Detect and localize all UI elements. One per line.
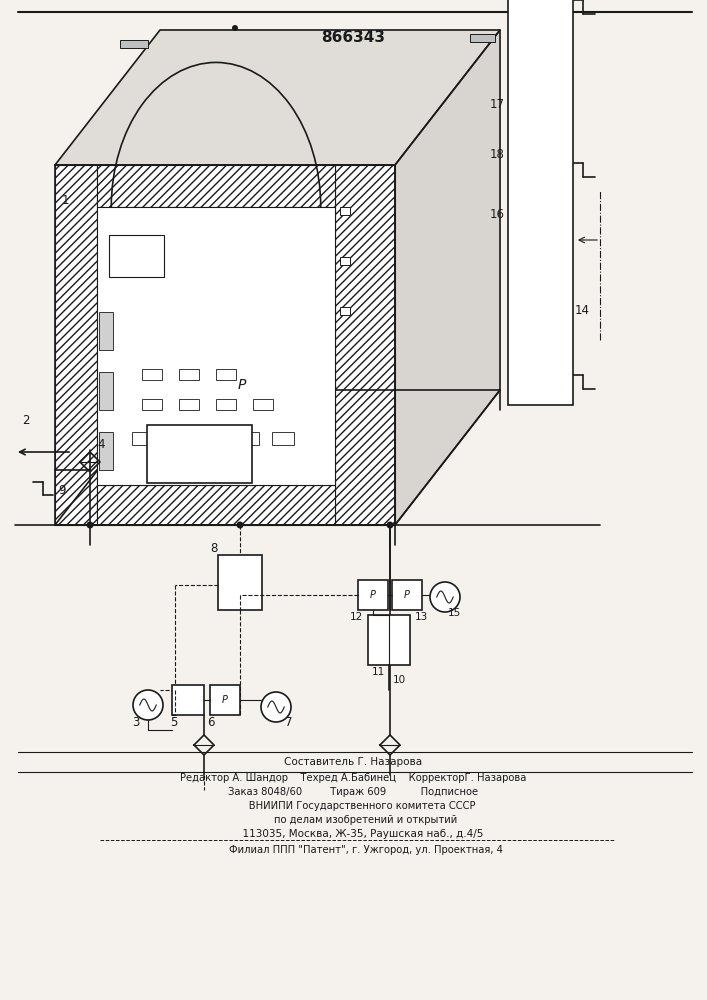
Circle shape xyxy=(387,522,394,528)
Text: 16: 16 xyxy=(490,209,505,222)
Text: 8: 8 xyxy=(210,542,217,554)
Circle shape xyxy=(133,690,163,720)
Text: 9: 9 xyxy=(58,484,66,496)
Text: 15: 15 xyxy=(448,608,461,618)
Circle shape xyxy=(261,692,291,722)
Bar xyxy=(340,207,350,215)
Text: 17: 17 xyxy=(490,99,505,111)
Bar xyxy=(142,369,162,380)
Bar xyxy=(253,399,273,410)
Bar xyxy=(216,399,236,410)
Circle shape xyxy=(237,522,243,528)
Bar xyxy=(237,432,259,445)
Bar xyxy=(179,369,199,380)
Bar xyxy=(97,485,335,525)
Text: Редактор А. Шандор    Техред А.Бабинец    КорректорГ. Назарова: Редактор А. Шандор Техред А.Бабинец Корр… xyxy=(180,773,526,783)
Bar xyxy=(142,399,162,410)
Text: 113035, Москва, Ж-35, Раушская наб., д.4/5: 113035, Москва, Ж-35, Раушская наб., д.4… xyxy=(223,829,483,839)
Bar xyxy=(340,307,350,315)
Text: 18: 18 xyxy=(490,148,505,161)
Bar xyxy=(272,432,294,445)
Text: 3: 3 xyxy=(132,716,139,728)
Bar xyxy=(167,432,189,445)
Bar xyxy=(392,580,422,610)
Text: по делам изобретений и открытий: по делам изобретений и открытий xyxy=(249,815,457,825)
Polygon shape xyxy=(97,207,335,485)
Bar xyxy=(210,685,240,715)
Text: P: P xyxy=(238,378,246,392)
Text: 2: 2 xyxy=(22,414,30,426)
Text: 13: 13 xyxy=(415,612,428,622)
Polygon shape xyxy=(55,30,500,165)
Circle shape xyxy=(86,522,93,528)
Text: Заказ 8048/60         Тираж 609           Подписное: Заказ 8048/60 Тираж 609 Подписное xyxy=(228,787,478,797)
Text: Филиал ППП "Патент", г. Ужгород, ул. Проектная, 4: Филиал ППП "Патент", г. Ужгород, ул. Про… xyxy=(204,845,503,855)
Bar xyxy=(120,40,148,48)
Bar xyxy=(470,34,495,42)
Text: 5: 5 xyxy=(170,716,177,728)
Bar xyxy=(335,165,395,525)
Text: 866343: 866343 xyxy=(321,29,385,44)
Text: ВНИИПИ Государственного комитета СССР: ВНИИПИ Государственного комитета СССР xyxy=(230,801,476,811)
Text: 11: 11 xyxy=(372,667,385,677)
Text: P: P xyxy=(404,590,410,600)
Polygon shape xyxy=(395,30,500,525)
Bar xyxy=(132,432,154,445)
Bar xyxy=(340,257,350,265)
Bar xyxy=(97,165,335,207)
Bar xyxy=(358,580,388,610)
Bar xyxy=(508,0,573,405)
Bar xyxy=(147,425,252,483)
Text: 10: 10 xyxy=(393,675,406,685)
Polygon shape xyxy=(55,165,395,525)
Bar xyxy=(109,235,164,277)
Circle shape xyxy=(430,582,460,612)
Bar xyxy=(216,369,236,380)
Text: 4: 4 xyxy=(97,438,105,452)
Text: P: P xyxy=(222,695,228,705)
Bar xyxy=(99,312,113,350)
Bar xyxy=(99,432,113,470)
Text: 14: 14 xyxy=(575,304,590,316)
Text: 1: 1 xyxy=(62,194,69,207)
Bar xyxy=(172,685,204,715)
Polygon shape xyxy=(55,390,500,525)
Bar xyxy=(218,555,262,610)
Bar xyxy=(368,615,410,665)
Text: Составитель Г. Назарова: Составитель Г. Назарова xyxy=(284,757,422,767)
Text: 7: 7 xyxy=(285,716,293,728)
Text: 12: 12 xyxy=(350,612,363,622)
Bar xyxy=(99,372,113,410)
Text: P: P xyxy=(370,590,376,600)
Circle shape xyxy=(232,25,238,31)
Bar xyxy=(179,399,199,410)
Bar xyxy=(55,165,97,525)
Bar xyxy=(202,432,224,445)
Text: 6: 6 xyxy=(207,716,214,728)
